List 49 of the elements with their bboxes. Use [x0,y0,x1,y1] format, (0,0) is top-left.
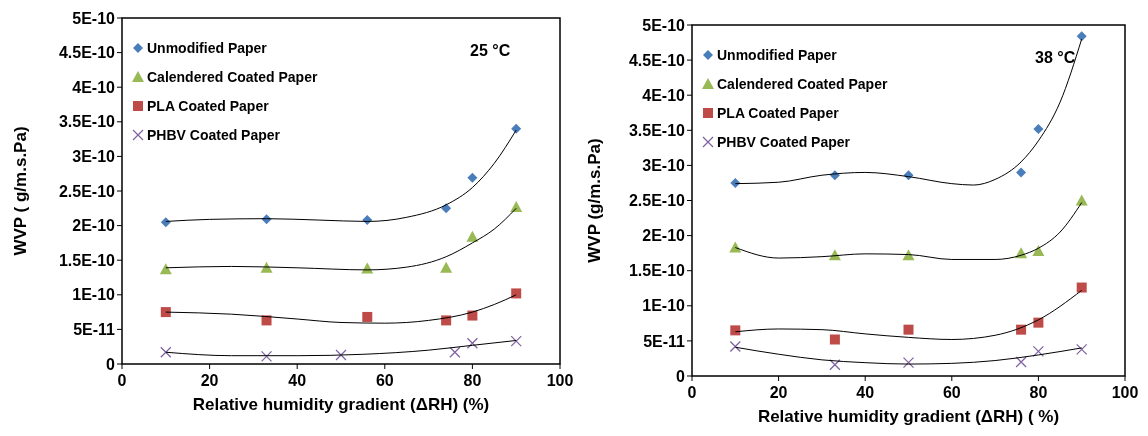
y-tick-label: 2.5E-10 [58,182,116,200]
x-axis-title: Relative humidity gradient (ΔRH) (%) [192,395,490,414]
y-tick-label: 3.5E-10 [58,113,116,131]
x-tick-label: 20 [769,384,788,401]
legend-label: PHBV Coated Paper [147,126,281,143]
y-tick-label: 5E-11 [73,321,116,338]
legend-label: Calendered Coated Paper [717,75,888,92]
annotation: 38 °C [1035,49,1076,66]
x-tick-label: 20 [200,372,219,389]
annotation: 25 °C [470,42,511,59]
y-axis-title: WVP ( g/m.s.Pa) [11,126,30,256]
y-tick-label: 1.5E-10 [628,262,686,280]
legend-label: Calendered Coated Paper [147,68,318,85]
x-tick-label: 60 [375,372,394,389]
y-tick-label: 3E-10 [642,157,686,174]
legend-label: PLA Coated Paper [717,104,840,121]
legend-label: Unmodified Paper [717,46,838,63]
x-tick-label: 100 [1111,384,1139,401]
x-tick-label: 60 [942,384,961,401]
y-tick-label: 1E-10 [72,286,116,304]
y-tick-label: 0 [106,355,116,373]
legend-label: PLA Coated Paper [147,97,270,114]
y-tick-label: 4E-10 [642,86,686,104]
y-tick-label: 2E-10 [72,217,116,235]
x-axis-title: Relative humidity gradient (ΔRH) ( %) [757,407,1060,426]
y-tick-label: 3.5E-10 [628,121,686,139]
line-series [165,339,517,357]
legend-label: PHBV Coated Paper [717,133,851,150]
legend-label: Unmodified Paper [147,39,268,56]
y-tick-label: 2.5E-10 [628,192,686,210]
x-tick-label: 80 [463,372,482,389]
x-tick-label: 40 [856,384,875,401]
x-tick-label: 0 [687,384,697,401]
y-tick-label: 5E-11 [643,332,686,350]
y-tick-label: 1.5E-10 [58,251,116,269]
y-axis-title: WVP (g/m.s.Pa) [585,138,604,263]
y-tick-label: 5E-10 [642,16,686,34]
x-tick-label: 100 [546,372,574,389]
y-tick-label: 4E-10 [72,78,116,96]
line-series [734,346,1083,365]
y-tick-label: 5E-10 [72,9,116,27]
y-tick-label: 2E-10 [642,227,686,245]
x-tick-label: 80 [1029,384,1048,401]
y-tick-label: 4.5E-10 [58,44,116,62]
y-tick-label: 4.5E-10 [628,51,686,69]
y-tick-label: 3E-10 [72,148,116,165]
y-tick-label: 1E-10 [642,297,686,315]
x-tick-label: 40 [288,372,307,389]
x-tick-label: 0 [117,372,127,389]
